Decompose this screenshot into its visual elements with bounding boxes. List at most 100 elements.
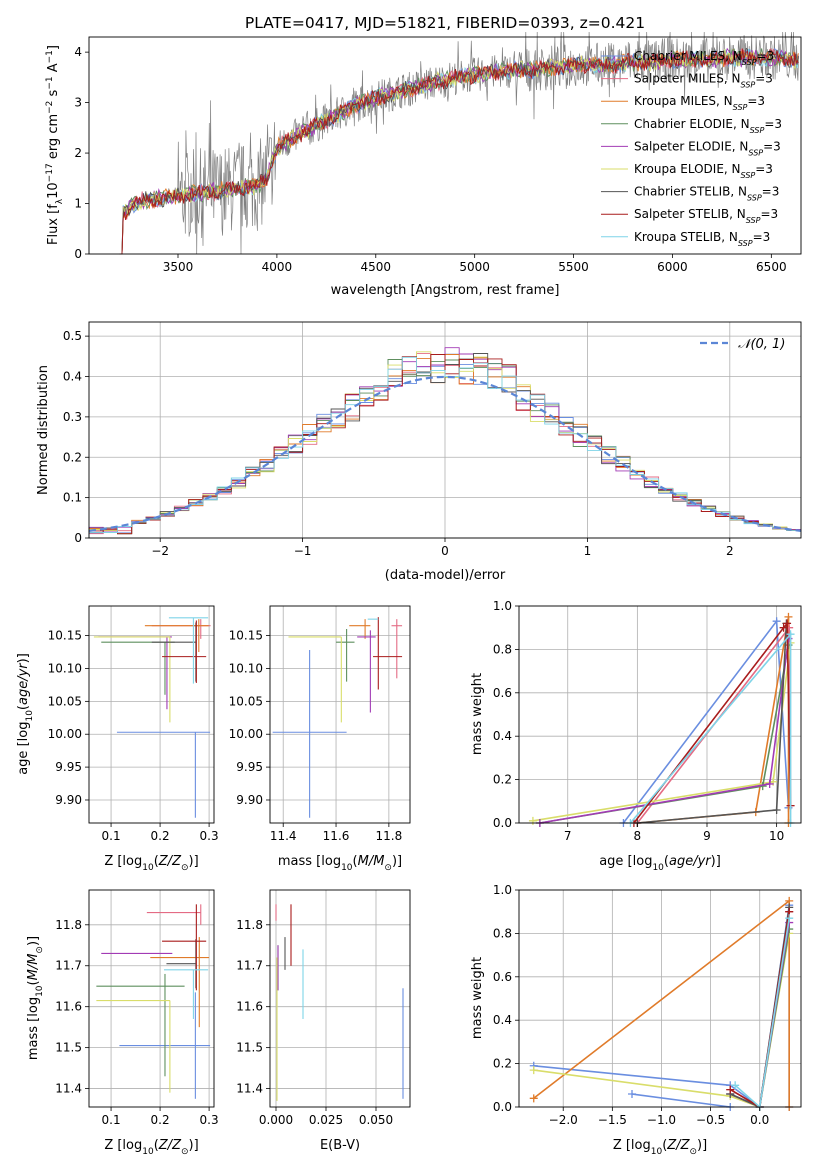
series-marker-kroupa_miles xyxy=(784,612,793,621)
errorbar-salpeter_stelib xyxy=(162,904,207,991)
series-line-chabrier_miles xyxy=(631,1093,731,1108)
errorbar-salpeter_miles xyxy=(146,904,202,925)
y-tick-label: 0.4 xyxy=(63,370,82,384)
x-tick-label: −1 xyxy=(294,544,312,558)
series-line-kroupa_stelib xyxy=(734,918,790,1109)
y-tick-label: 11.8 xyxy=(55,918,82,932)
y-tick-label: 11.7 xyxy=(55,959,82,973)
spectrum-ylabel: Flux [fλ10−17 erg cm−2 s−1 A−1] xyxy=(45,45,65,245)
age_vs_Z-ylabel: age [log10(age/yr)] xyxy=(16,653,35,775)
x-tick-label: 5500 xyxy=(558,260,589,274)
y-tick-label: 3 xyxy=(74,96,82,110)
y-tick-label: 0.6 xyxy=(493,686,512,700)
legend-label-salpeter_stelib: Salpeter STELIB, NSSP=3 xyxy=(634,207,778,225)
series-marker-kroupa_stelib xyxy=(785,914,794,923)
series-marker-kroupa_stelib xyxy=(786,630,795,639)
legend-label-kroupa_elodie: Kroupa ELODIE, NSSP=3 xyxy=(634,162,773,180)
y-tick-label: 10.10 xyxy=(48,661,82,675)
plot-area xyxy=(272,617,403,818)
mass_weight_vs_age-ylabel: mass weight xyxy=(470,673,485,755)
x-tick-label: 4500 xyxy=(361,260,392,274)
errorbar-kroupa_stelib xyxy=(164,969,209,1019)
x-tick-label: 0.000 xyxy=(259,1113,293,1127)
y-tick-label: 10.15 xyxy=(229,629,263,643)
legend-label-chabrier_elodie: Chabrier ELODIE, NSSP=3 xyxy=(634,117,782,135)
axes-frame xyxy=(518,605,802,824)
plot-area xyxy=(275,904,404,1101)
x-tick-label: 8 xyxy=(634,829,642,843)
y-tick-label: 0.3 xyxy=(63,410,82,424)
x-tick-label: 10 xyxy=(769,829,784,843)
y-tick-label: 0.2 xyxy=(63,450,82,464)
y-tick-label: 10.00 xyxy=(48,727,82,741)
series-marker-chabrier_miles xyxy=(627,1089,636,1098)
x-tick-label: 11.8 xyxy=(376,829,403,843)
y-tick-label: 0.6 xyxy=(493,970,512,984)
plot-area xyxy=(119,31,799,255)
x-tick-label: 0.0 xyxy=(750,1113,769,1127)
legend-label-chabrier_miles: Chabrier MILES, NSSP=3 xyxy=(634,49,774,67)
series-line-salpeter_stelib xyxy=(633,621,792,824)
axis-decor: −2 −1 0 1 2 0 0.1 0.2 0.3 0.4 0.5 (data-model)/erro… xyxy=(36,321,802,583)
y-tick-label: 2 xyxy=(74,146,82,160)
axes-mass_weight_vs_age: 7 8 9 10 0.0 0.2 0.4 0.6 0.8 1.0 age [log10(age/yr… xyxy=(470,599,802,873)
spectrum-model-salpeter_stelib xyxy=(119,48,799,255)
x-tick-label: 0 xyxy=(441,544,449,558)
plot-area xyxy=(93,617,211,818)
x-tick-label: 3500 xyxy=(163,260,194,274)
axes-frame xyxy=(88,321,802,539)
mass_vs_Z-xlabel: Z [log10(Z/Z⊙)] xyxy=(104,1138,198,1157)
y-tick-label: 9.95 xyxy=(55,760,82,774)
axes-mass_vs_EBV: 0.000 0.025 0.050 11.4 11.5 11.6 11.7 11.8 xyxy=(236,889,411,1127)
age_vs_mass-xlabel: mass [log10(M/M⊙)] xyxy=(278,854,402,873)
errorbar-chabrier_stelib xyxy=(151,622,197,682)
y-tick-label: 0.2 xyxy=(493,773,512,787)
series-marker-kroupa_elodie xyxy=(528,816,537,825)
y-tick-label: 0.1 xyxy=(63,491,82,505)
y-tick-label: 11.6 xyxy=(236,1000,263,1014)
y-tick-label: 9.95 xyxy=(236,760,263,774)
mass_weight_vs_age-xlabel: age [log10(age/yr)] xyxy=(599,854,721,873)
y-tick-label: 9.90 xyxy=(236,793,263,807)
errorbar-chabrier_stelib xyxy=(166,939,197,989)
errorbar-chabrier_elodie xyxy=(336,629,355,682)
axis-decor: 11.4 11.6 11.8 9.90 9.95 10.00 10.05 10.10 10.15… xyxy=(229,605,411,873)
normal-distribution-curve xyxy=(88,375,802,532)
series-marker-salpeter_stelib xyxy=(779,623,788,632)
axis-decor: 7 8 9 10 0.0 0.2 0.4 0.6 0.8 1.0 age [log10(age/yr… xyxy=(470,599,802,873)
errorbar-chabrier_miles xyxy=(272,650,347,818)
axes-residuals: −2 −1 0 1 2 0 0.1 0.2 0.3 0.4 0.5 (data-model)/erro… xyxy=(36,321,802,583)
y-tick-label: 11.5 xyxy=(55,1041,82,1055)
axis-decor: 0.1 0.2 0.3 11.4 11.5 11.6 11.7 11.8 Z [log10(Z/… xyxy=(26,889,219,1157)
axes-mass_vs_Z: 0.1 0.2 0.3 11.4 11.5 11.6 11.7 11.8 Z [log10(Z/… xyxy=(26,889,219,1157)
y-tick-label: 11.6 xyxy=(55,1000,82,1014)
axes-age_vs_mass: 11.4 11.6 11.8 9.90 9.95 10.00 10.05 10.10 10.15… xyxy=(229,605,411,873)
errorbar-kroupa_elodie xyxy=(96,999,171,1093)
y-tick-label: 0.0 xyxy=(493,816,512,830)
legend-label-salpeter_elodie: Salpeter ELODIE, NSSP=3 xyxy=(634,139,781,157)
series-marker-kroupa_elodie xyxy=(529,1066,538,1075)
errorbar-kroupa_elodie xyxy=(93,636,171,723)
x-tick-label: 9 xyxy=(703,829,711,843)
spectrum-data-line xyxy=(122,31,799,255)
legend-label-kroupa_stelib: Kroupa STELIB, NSSP=3 xyxy=(634,230,770,248)
series-marker-salpeter_elodie xyxy=(765,779,774,788)
legend-label-chabrier_stelib: Chabrier STELIB, NSSP=3 xyxy=(634,185,779,203)
legend-label-normal: 𝒩(0, 1) xyxy=(738,337,785,352)
errorbar-salpeter_miles xyxy=(391,619,403,679)
errorbar-salpeter_elodie xyxy=(357,630,376,713)
axes-frame xyxy=(88,889,215,1108)
x-tick-label: 0.025 xyxy=(309,1113,343,1127)
x-tick-label: 1 xyxy=(584,544,592,558)
plot-area xyxy=(96,904,211,1099)
series-marker-chabrier_stelib xyxy=(772,805,781,814)
y-tick-label: 4 xyxy=(74,45,82,59)
residuals-xlabel: (data-model)/error xyxy=(385,568,506,583)
y-tick-label: 1 xyxy=(74,197,82,211)
x-tick-label: −2 xyxy=(151,544,169,558)
y-tick-label: 11.4 xyxy=(236,1082,263,1096)
series-marker-salpeter_stelib xyxy=(726,1085,735,1094)
axes-age_vs_Z: 0.1 0.2 0.3 9.90 9.95 10.00 10.05 10.10 10.15 Z [… xyxy=(16,605,219,873)
x-tick-label: 0.2 xyxy=(151,829,170,843)
